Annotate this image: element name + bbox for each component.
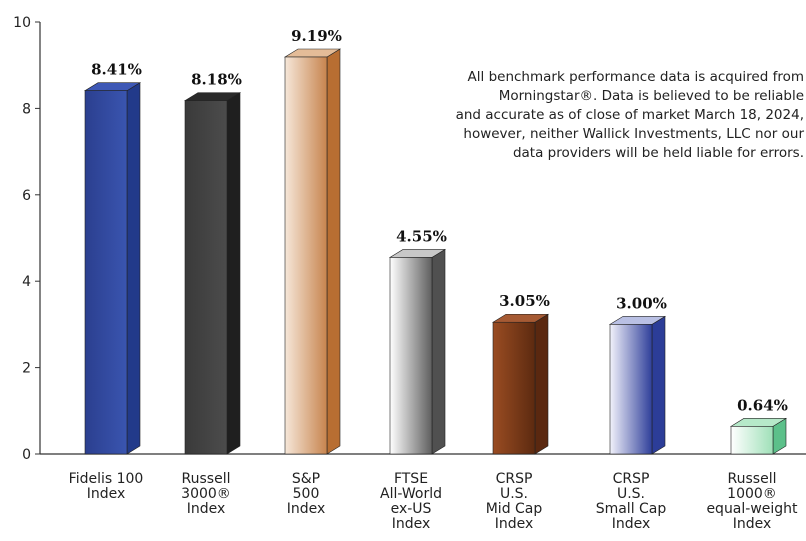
- note-line: Morningstar®. Data is believed to be rel…: [498, 88, 804, 104]
- bar: [388, 248, 447, 455]
- bar-front: [389, 257, 433, 455]
- bar: [283, 48, 342, 455]
- data-label: 3.00%: [616, 294, 667, 312]
- data-disclaimer-note: All benchmark performance data is acquir…: [420, 68, 804, 163]
- bars-group: [83, 48, 788, 455]
- x-tick-label: CRSP U.S. Small Cap Index: [596, 471, 667, 532]
- bar-side: [431, 248, 446, 455]
- x-tick-label: Fidelis 100 Index: [69, 471, 144, 502]
- data-label: 0.64%: [737, 396, 788, 414]
- bar: [183, 92, 242, 455]
- note-line: however, neither Wallick Investments, LL…: [463, 126, 804, 142]
- note-line: and accurate as of close of market March…: [455, 107, 804, 123]
- bar-front: [184, 100, 228, 455]
- bar-side: [226, 92, 241, 455]
- note-line: data providers will be held liable for e…: [512, 145, 804, 161]
- y-tick-label: 6: [22, 188, 31, 204]
- x-tick-label: Russell 1000® equal-weight Index: [706, 471, 798, 532]
- data-label: 8.18%: [191, 71, 242, 89]
- y-tick-label: 8: [22, 101, 31, 117]
- x-tick-label: FTSE All-World ex-US Index: [380, 471, 442, 532]
- bar-front: [84, 90, 128, 455]
- labels-group: 8.41% Fidelis 100 Index 8.18% Russell 3000® In…: [69, 27, 798, 532]
- bar-front: [492, 321, 536, 455]
- y-tick-label: 4: [22, 274, 31, 290]
- x-tick-label: Russell 3000® Index: [181, 471, 231, 517]
- data-label: 4.55%: [396, 227, 447, 245]
- bar-side: [534, 313, 549, 455]
- note-line: All benchmark performance data is acquir…: [467, 69, 804, 85]
- x-tick-label: S&P 500 Index: [287, 471, 326, 517]
- bar: [729, 417, 788, 455]
- bar: [608, 315, 667, 455]
- data-label: 8.41%: [91, 61, 142, 79]
- y-axis: 0 2 4 6 8 10: [13, 15, 806, 463]
- bar-side: [126, 82, 141, 455]
- data-label: 9.19%: [291, 27, 342, 45]
- bar: [83, 82, 142, 455]
- bar-side: [326, 48, 341, 455]
- y-tick-label: 0: [22, 447, 31, 463]
- bar-front: [284, 56, 328, 455]
- y-tick-label: 2: [22, 361, 31, 377]
- y-tick-label: 10: [13, 15, 31, 31]
- bar-front: [730, 426, 774, 455]
- x-tick-label: CRSP U.S. Mid Cap Index: [486, 471, 543, 532]
- bar: [491, 313, 550, 455]
- data-label: 3.05%: [499, 292, 550, 310]
- bar-front: [609, 324, 653, 455]
- bar-side: [651, 315, 666, 455]
